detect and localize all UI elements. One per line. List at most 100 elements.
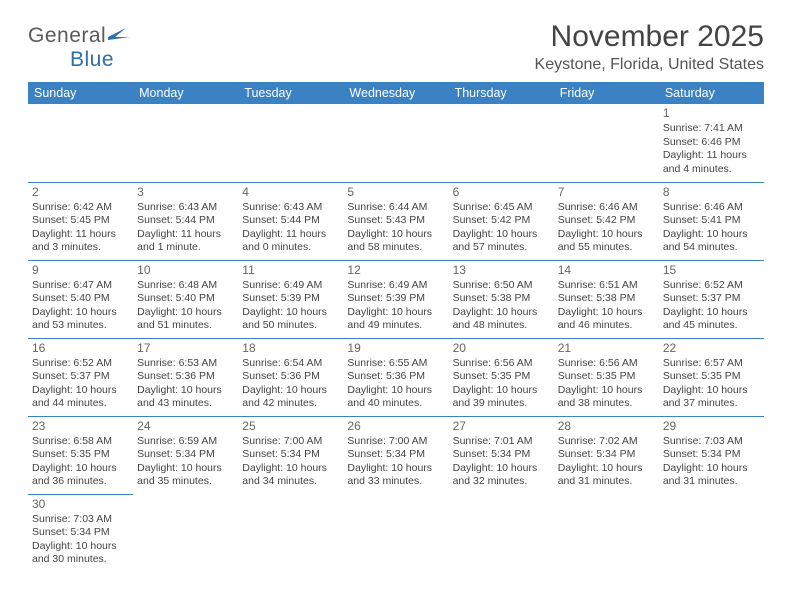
sunrise-text: Sunrise: 6:45 AM bbox=[453, 201, 550, 214]
daylight-text: and 51 minutes. bbox=[137, 319, 234, 332]
calendar-table: SundayMondayTuesdayWednesdayThursdayFrid… bbox=[28, 82, 764, 572]
sunrise-text: Sunrise: 6:56 AM bbox=[558, 357, 655, 370]
daylight-text: Daylight: 11 hours bbox=[137, 228, 234, 241]
logo: General Blue bbox=[28, 24, 130, 72]
daylight-text: Daylight: 10 hours bbox=[242, 384, 339, 397]
daylight-text: Daylight: 10 hours bbox=[663, 384, 760, 397]
daylight-text: Daylight: 10 hours bbox=[32, 540, 129, 553]
sunrise-text: Sunrise: 6:51 AM bbox=[558, 279, 655, 292]
daylight-text: Daylight: 10 hours bbox=[663, 306, 760, 319]
sunset-text: Sunset: 5:38 PM bbox=[453, 292, 550, 305]
header: General Blue November 2025 Keystone, Flo… bbox=[28, 20, 764, 74]
sunset-text: Sunset: 5:34 PM bbox=[347, 448, 444, 461]
day-cell: 14Sunrise: 6:51 AMSunset: 5:38 PMDayligh… bbox=[554, 260, 659, 338]
week-row: 9Sunrise: 6:47 AMSunset: 5:40 PMDaylight… bbox=[28, 260, 764, 338]
daylight-text: and 37 minutes. bbox=[663, 397, 760, 410]
daylight-text: Daylight: 10 hours bbox=[32, 384, 129, 397]
empty-cell bbox=[343, 104, 448, 182]
day-cell: 25Sunrise: 7:00 AMSunset: 5:34 PMDayligh… bbox=[238, 416, 343, 494]
logo-text-1: General bbox=[28, 24, 106, 47]
daylight-text: and 58 minutes. bbox=[347, 241, 444, 254]
week-row: 30Sunrise: 7:03 AMSunset: 5:34 PMDayligh… bbox=[28, 494, 764, 572]
sunset-text: Sunset: 5:37 PM bbox=[663, 292, 760, 305]
sunrise-text: Sunrise: 7:01 AM bbox=[453, 435, 550, 448]
day-cell: 2Sunrise: 6:42 AMSunset: 5:45 PMDaylight… bbox=[28, 182, 133, 260]
daylight-text: Daylight: 10 hours bbox=[347, 228, 444, 241]
day-number: 6 bbox=[453, 185, 550, 200]
daylight-text: Daylight: 10 hours bbox=[347, 462, 444, 475]
sunrise-text: Sunrise: 6:53 AM bbox=[137, 357, 234, 370]
day-cell: 1Sunrise: 7:41 AMSunset: 6:46 PMDaylight… bbox=[659, 104, 764, 182]
daylight-text: Daylight: 10 hours bbox=[558, 462, 655, 475]
day-cell: 10Sunrise: 6:48 AMSunset: 5:40 PMDayligh… bbox=[133, 260, 238, 338]
sunrise-text: Sunrise: 6:48 AM bbox=[137, 279, 234, 292]
sunrise-text: Sunrise: 7:03 AM bbox=[663, 435, 760, 448]
empty-cell bbox=[133, 104, 238, 182]
day-number: 2 bbox=[32, 185, 129, 200]
daylight-text: and 1 minute. bbox=[137, 241, 234, 254]
empty-cell bbox=[28, 104, 133, 182]
daylight-text: Daylight: 10 hours bbox=[137, 462, 234, 475]
empty-cell bbox=[238, 104, 343, 182]
day-number: 22 bbox=[663, 341, 760, 356]
day-cell: 16Sunrise: 6:52 AMSunset: 5:37 PMDayligh… bbox=[28, 338, 133, 416]
daylight-text: Daylight: 10 hours bbox=[558, 228, 655, 241]
day-number: 7 bbox=[558, 185, 655, 200]
sunset-text: Sunset: 5:35 PM bbox=[663, 370, 760, 383]
daylight-text: Daylight: 11 hours bbox=[242, 228, 339, 241]
sunset-text: Sunset: 5:35 PM bbox=[558, 370, 655, 383]
day-number: 5 bbox=[347, 185, 444, 200]
daylight-text: and 36 minutes. bbox=[32, 475, 129, 488]
daylight-text: and 48 minutes. bbox=[453, 319, 550, 332]
day-number: 25 bbox=[242, 419, 339, 434]
sunrise-text: Sunrise: 6:47 AM bbox=[32, 279, 129, 292]
day-cell: 6Sunrise: 6:45 AMSunset: 5:42 PMDaylight… bbox=[449, 182, 554, 260]
logo-text: General Blue bbox=[28, 24, 130, 72]
day-cell: 19Sunrise: 6:55 AMSunset: 5:36 PMDayligh… bbox=[343, 338, 448, 416]
sunrise-text: Sunrise: 6:44 AM bbox=[347, 201, 444, 214]
daylight-text: Daylight: 11 hours bbox=[663, 149, 760, 162]
sunset-text: Sunset: 5:41 PM bbox=[663, 214, 760, 227]
day-cell: 13Sunrise: 6:50 AMSunset: 5:38 PMDayligh… bbox=[449, 260, 554, 338]
day-header: Friday bbox=[554, 82, 659, 104]
day-number: 19 bbox=[347, 341, 444, 356]
empty-cell bbox=[659, 494, 764, 572]
day-number: 14 bbox=[558, 263, 655, 278]
daylight-text: and 38 minutes. bbox=[558, 397, 655, 410]
sunrise-text: Sunrise: 6:58 AM bbox=[32, 435, 129, 448]
sunrise-text: Sunrise: 6:57 AM bbox=[663, 357, 760, 370]
day-header: Saturday bbox=[659, 82, 764, 104]
day-number: 3 bbox=[137, 185, 234, 200]
sunset-text: Sunset: 5:44 PM bbox=[242, 214, 339, 227]
daylight-text: and 43 minutes. bbox=[137, 397, 234, 410]
sunset-text: Sunset: 6:46 PM bbox=[663, 136, 760, 149]
week-row: 1Sunrise: 7:41 AMSunset: 6:46 PMDaylight… bbox=[28, 104, 764, 182]
day-cell: 22Sunrise: 6:57 AMSunset: 5:35 PMDayligh… bbox=[659, 338, 764, 416]
day-cell: 27Sunrise: 7:01 AMSunset: 5:34 PMDayligh… bbox=[449, 416, 554, 494]
daylight-text: Daylight: 10 hours bbox=[663, 462, 760, 475]
sunrise-text: Sunrise: 6:43 AM bbox=[242, 201, 339, 214]
daylight-text: and 49 minutes. bbox=[347, 319, 444, 332]
day-number: 20 bbox=[453, 341, 550, 356]
day-number: 24 bbox=[137, 419, 234, 434]
sunrise-text: Sunrise: 6:42 AM bbox=[32, 201, 129, 214]
daylight-text: and 31 minutes. bbox=[663, 475, 760, 488]
daylight-text: and 40 minutes. bbox=[347, 397, 444, 410]
empty-cell bbox=[554, 494, 659, 572]
day-cell: 4Sunrise: 6:43 AMSunset: 5:44 PMDaylight… bbox=[238, 182, 343, 260]
daylight-text: and 53 minutes. bbox=[32, 319, 129, 332]
day-cell: 3Sunrise: 6:43 AMSunset: 5:44 PMDaylight… bbox=[133, 182, 238, 260]
day-cell: 5Sunrise: 6:44 AMSunset: 5:43 PMDaylight… bbox=[343, 182, 448, 260]
sunset-text: Sunset: 5:34 PM bbox=[558, 448, 655, 461]
daylight-text: and 45 minutes. bbox=[663, 319, 760, 332]
daylight-text: and 46 minutes. bbox=[558, 319, 655, 332]
month-title: November 2025 bbox=[535, 20, 764, 54]
day-cell: 11Sunrise: 6:49 AMSunset: 5:39 PMDayligh… bbox=[238, 260, 343, 338]
sunset-text: Sunset: 5:42 PM bbox=[558, 214, 655, 227]
day-cell: 17Sunrise: 6:53 AMSunset: 5:36 PMDayligh… bbox=[133, 338, 238, 416]
week-row: 16Sunrise: 6:52 AMSunset: 5:37 PMDayligh… bbox=[28, 338, 764, 416]
day-cell: 24Sunrise: 6:59 AMSunset: 5:34 PMDayligh… bbox=[133, 416, 238, 494]
day-header: Sunday bbox=[28, 82, 133, 104]
sunset-text: Sunset: 5:39 PM bbox=[242, 292, 339, 305]
day-number: 13 bbox=[453, 263, 550, 278]
